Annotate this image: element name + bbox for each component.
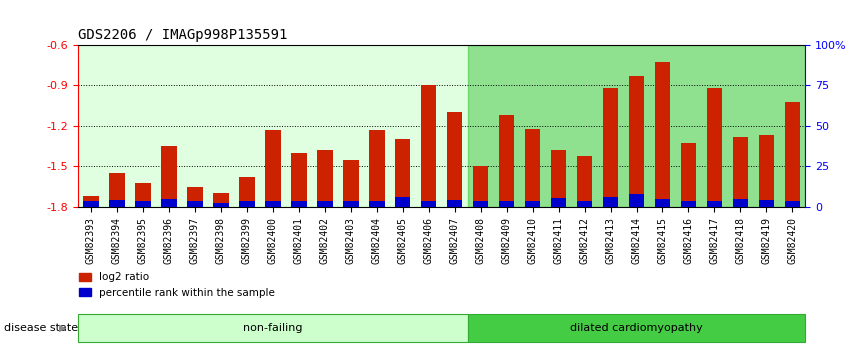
Bar [551, 198, 566, 207]
Legend: log2 ratio, percentile rank within the sample: log2 ratio, percentile rank within the s… [74, 268, 280, 302]
Bar [473, 201, 488, 207]
Text: GDS2206 / IMAGp998P135591: GDS2206 / IMAGp998P135591 [78, 28, 288, 42]
Bar [655, 199, 670, 207]
Bar [265, 130, 281, 207]
Bar [577, 201, 592, 207]
Bar [603, 197, 618, 207]
Bar [265, 200, 281, 207]
Bar [369, 130, 385, 207]
Bar [473, 167, 488, 207]
Bar [109, 200, 125, 207]
Bar [551, 150, 566, 207]
Bar [78, 45, 468, 207]
Bar [707, 201, 722, 207]
Bar [161, 199, 177, 207]
Bar [317, 150, 333, 207]
Bar [83, 196, 99, 207]
Text: ▶: ▶ [59, 323, 67, 333]
Bar [733, 199, 748, 207]
Bar [681, 144, 696, 207]
Bar [83, 201, 99, 207]
Bar [239, 201, 255, 207]
Bar [187, 201, 203, 207]
Bar [369, 201, 385, 207]
Bar [785, 102, 800, 207]
Bar [785, 200, 800, 207]
Bar [629, 194, 644, 207]
Bar [655, 62, 670, 207]
Text: non-failing: non-failing [243, 323, 302, 333]
Bar [109, 173, 125, 207]
Bar [525, 129, 540, 207]
Bar [395, 197, 410, 207]
Bar [135, 183, 151, 207]
Bar [421, 86, 436, 207]
Text: disease state: disease state [4, 323, 79, 333]
Bar [759, 135, 774, 207]
Bar [447, 112, 462, 207]
Bar [499, 115, 514, 207]
Bar [468, 45, 805, 207]
Bar [291, 153, 307, 207]
Bar [421, 201, 436, 207]
Bar [135, 201, 151, 207]
Text: dilated cardiomyopathy: dilated cardiomyopathy [570, 323, 703, 333]
Bar [447, 200, 462, 207]
Bar [161, 146, 177, 207]
Bar [317, 201, 333, 207]
Bar [343, 201, 359, 207]
Bar [499, 201, 514, 207]
Bar [291, 201, 307, 207]
Bar [213, 203, 229, 207]
Bar [577, 156, 592, 207]
Bar [629, 76, 644, 207]
Bar [187, 187, 203, 207]
Bar [681, 201, 696, 207]
Bar [733, 137, 748, 207]
Bar [707, 88, 722, 207]
Bar [343, 160, 359, 207]
Bar [239, 177, 255, 207]
Bar [395, 139, 410, 207]
Bar [525, 201, 540, 207]
Bar [759, 200, 774, 207]
Bar [213, 194, 229, 207]
Bar [603, 88, 618, 207]
